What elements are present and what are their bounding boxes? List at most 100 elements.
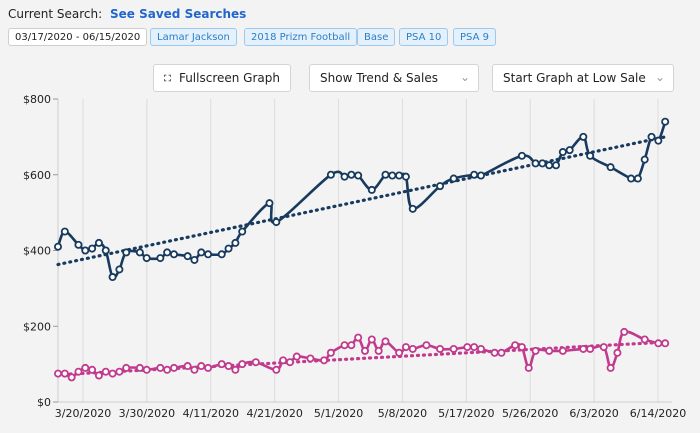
sale-point[interactable] bbox=[156, 363, 165, 372]
sale-point[interactable] bbox=[81, 246, 90, 255]
sale-point[interactable] bbox=[285, 358, 294, 367]
sale-point[interactable] bbox=[347, 341, 356, 350]
sale-point[interactable] bbox=[470, 343, 479, 352]
filter-chip-set[interactable]: 2018 Prizm Football bbox=[244, 28, 358, 46]
sale-point[interactable] bbox=[320, 356, 329, 365]
sale-point[interactable] bbox=[169, 250, 178, 259]
sale-point[interactable] bbox=[204, 363, 213, 372]
sale-point[interactable] bbox=[347, 170, 356, 179]
sale-point[interactable] bbox=[517, 343, 526, 352]
filter-chip-grade-psa10[interactable]: PSA 10 bbox=[399, 28, 449, 46]
sale-point[interactable] bbox=[101, 367, 110, 376]
sale-point[interactable] bbox=[142, 365, 151, 374]
sale-point[interactable] bbox=[654, 136, 663, 145]
sale-point[interactable] bbox=[633, 174, 642, 183]
sale-point[interactable] bbox=[142, 254, 151, 263]
sale-point[interactable] bbox=[183, 362, 192, 371]
sale-point[interactable] bbox=[204, 250, 213, 259]
sale-point[interactable] bbox=[613, 348, 622, 357]
sale-point[interactable] bbox=[197, 248, 206, 257]
sale-point[interactable] bbox=[476, 171, 485, 180]
sale-point[interactable] bbox=[654, 339, 663, 348]
sale-point[interactable] bbox=[135, 363, 144, 372]
sale-point[interactable] bbox=[354, 171, 363, 180]
sale-point[interactable] bbox=[401, 343, 410, 352]
sale-point[interactable] bbox=[422, 341, 431, 350]
sale-point[interactable] bbox=[558, 346, 567, 355]
sale-point[interactable] bbox=[135, 248, 144, 257]
sale-point[interactable] bbox=[470, 170, 479, 179]
sale-point[interactable] bbox=[395, 171, 404, 180]
sale-point[interactable] bbox=[586, 344, 595, 353]
sale-point[interactable] bbox=[163, 365, 172, 374]
sale-point[interactable] bbox=[661, 339, 670, 348]
sale-point[interactable] bbox=[381, 337, 390, 346]
sale-point[interactable] bbox=[565, 146, 574, 155]
sale-point[interactable] bbox=[74, 367, 83, 376]
sale-point[interactable] bbox=[60, 369, 69, 378]
sale-point[interactable] bbox=[326, 348, 335, 357]
sale-point[interactable] bbox=[552, 161, 561, 170]
sale-point[interactable] bbox=[388, 171, 397, 180]
sale-point[interactable] bbox=[640, 335, 649, 344]
sale-point[interactable] bbox=[217, 250, 226, 259]
sale-point[interactable] bbox=[579, 344, 588, 353]
sale-point[interactable] bbox=[94, 371, 103, 380]
sale-point[interactable] bbox=[531, 159, 540, 168]
sale-point[interactable] bbox=[197, 362, 206, 371]
sale-point[interactable] bbox=[238, 360, 247, 369]
sale-point[interactable] bbox=[395, 348, 404, 357]
sale-point[interactable] bbox=[579, 132, 588, 141]
start-graph-select[interactable]: Start Graph at Low Sale ⌄ bbox=[492, 64, 674, 92]
sale-point[interactable] bbox=[54, 242, 63, 251]
sale-point[interactable] bbox=[606, 363, 615, 372]
sale-point[interactable] bbox=[545, 161, 554, 170]
sale-point[interactable] bbox=[251, 358, 260, 367]
sale-point[interactable] bbox=[122, 363, 131, 372]
sale-point[interactable] bbox=[81, 363, 90, 372]
fullscreen-graph-button[interactable]: Fullscreen Graph bbox=[153, 64, 291, 92]
sale-point[interactable] bbox=[627, 174, 636, 183]
filter-chip-player[interactable]: Lamar Jackson bbox=[150, 28, 237, 46]
sale-point[interactable] bbox=[183, 252, 192, 261]
sale-point[interactable] bbox=[272, 218, 281, 227]
sale-point[interactable] bbox=[306, 354, 315, 363]
trend-sales-select[interactable]: Show Trend & Sales ⌄ bbox=[309, 64, 479, 92]
sale-point[interactable] bbox=[449, 174, 458, 183]
sale-point[interactable] bbox=[531, 346, 540, 355]
sale-point[interactable] bbox=[436, 182, 445, 191]
sale-point[interactable] bbox=[231, 238, 240, 247]
sale-point[interactable] bbox=[279, 356, 288, 365]
sale-point[interactable] bbox=[224, 362, 233, 371]
sale-point[interactable] bbox=[511, 341, 520, 350]
sale-point[interactable] bbox=[54, 369, 63, 378]
sale-point[interactable] bbox=[401, 172, 410, 181]
sale-point[interactable] bbox=[367, 335, 376, 344]
sale-point[interactable] bbox=[67, 373, 76, 382]
sale-point[interactable] bbox=[115, 265, 124, 274]
sale-point[interactable] bbox=[238, 227, 247, 236]
filter-chip-variant[interactable]: Base bbox=[357, 28, 396, 46]
sale-point[interactable] bbox=[88, 244, 97, 253]
see-saved-searches-link[interactable]: See Saved Searches bbox=[110, 7, 247, 21]
sale-point[interactable] bbox=[538, 159, 547, 168]
sale-point[interactable] bbox=[463, 343, 472, 352]
sale-point[interactable] bbox=[497, 348, 506, 357]
sale-point[interactable] bbox=[449, 344, 458, 353]
sale-point[interactable] bbox=[354, 333, 363, 342]
sale-point[interactable] bbox=[122, 248, 131, 257]
sale-point[interactable] bbox=[340, 172, 349, 181]
sale-point[interactable] bbox=[661, 117, 670, 126]
sale-point[interactable] bbox=[640, 155, 649, 164]
sale-point[interactable] bbox=[265, 199, 274, 208]
date-range-chip[interactable]: 03/17/2020 - 06/15/2020 bbox=[8, 28, 148, 46]
sale-point[interactable] bbox=[545, 346, 554, 355]
filter-chip-grade-psa9[interactable]: PSA 9 bbox=[453, 28, 496, 46]
sale-point[interactable] bbox=[490, 348, 499, 357]
sale-point[interactable] bbox=[374, 346, 383, 355]
sale-point[interactable] bbox=[231, 365, 240, 374]
sale-point[interactable] bbox=[558, 148, 567, 157]
sale-point[interactable] bbox=[163, 248, 172, 257]
sale-point[interactable] bbox=[620, 327, 629, 336]
